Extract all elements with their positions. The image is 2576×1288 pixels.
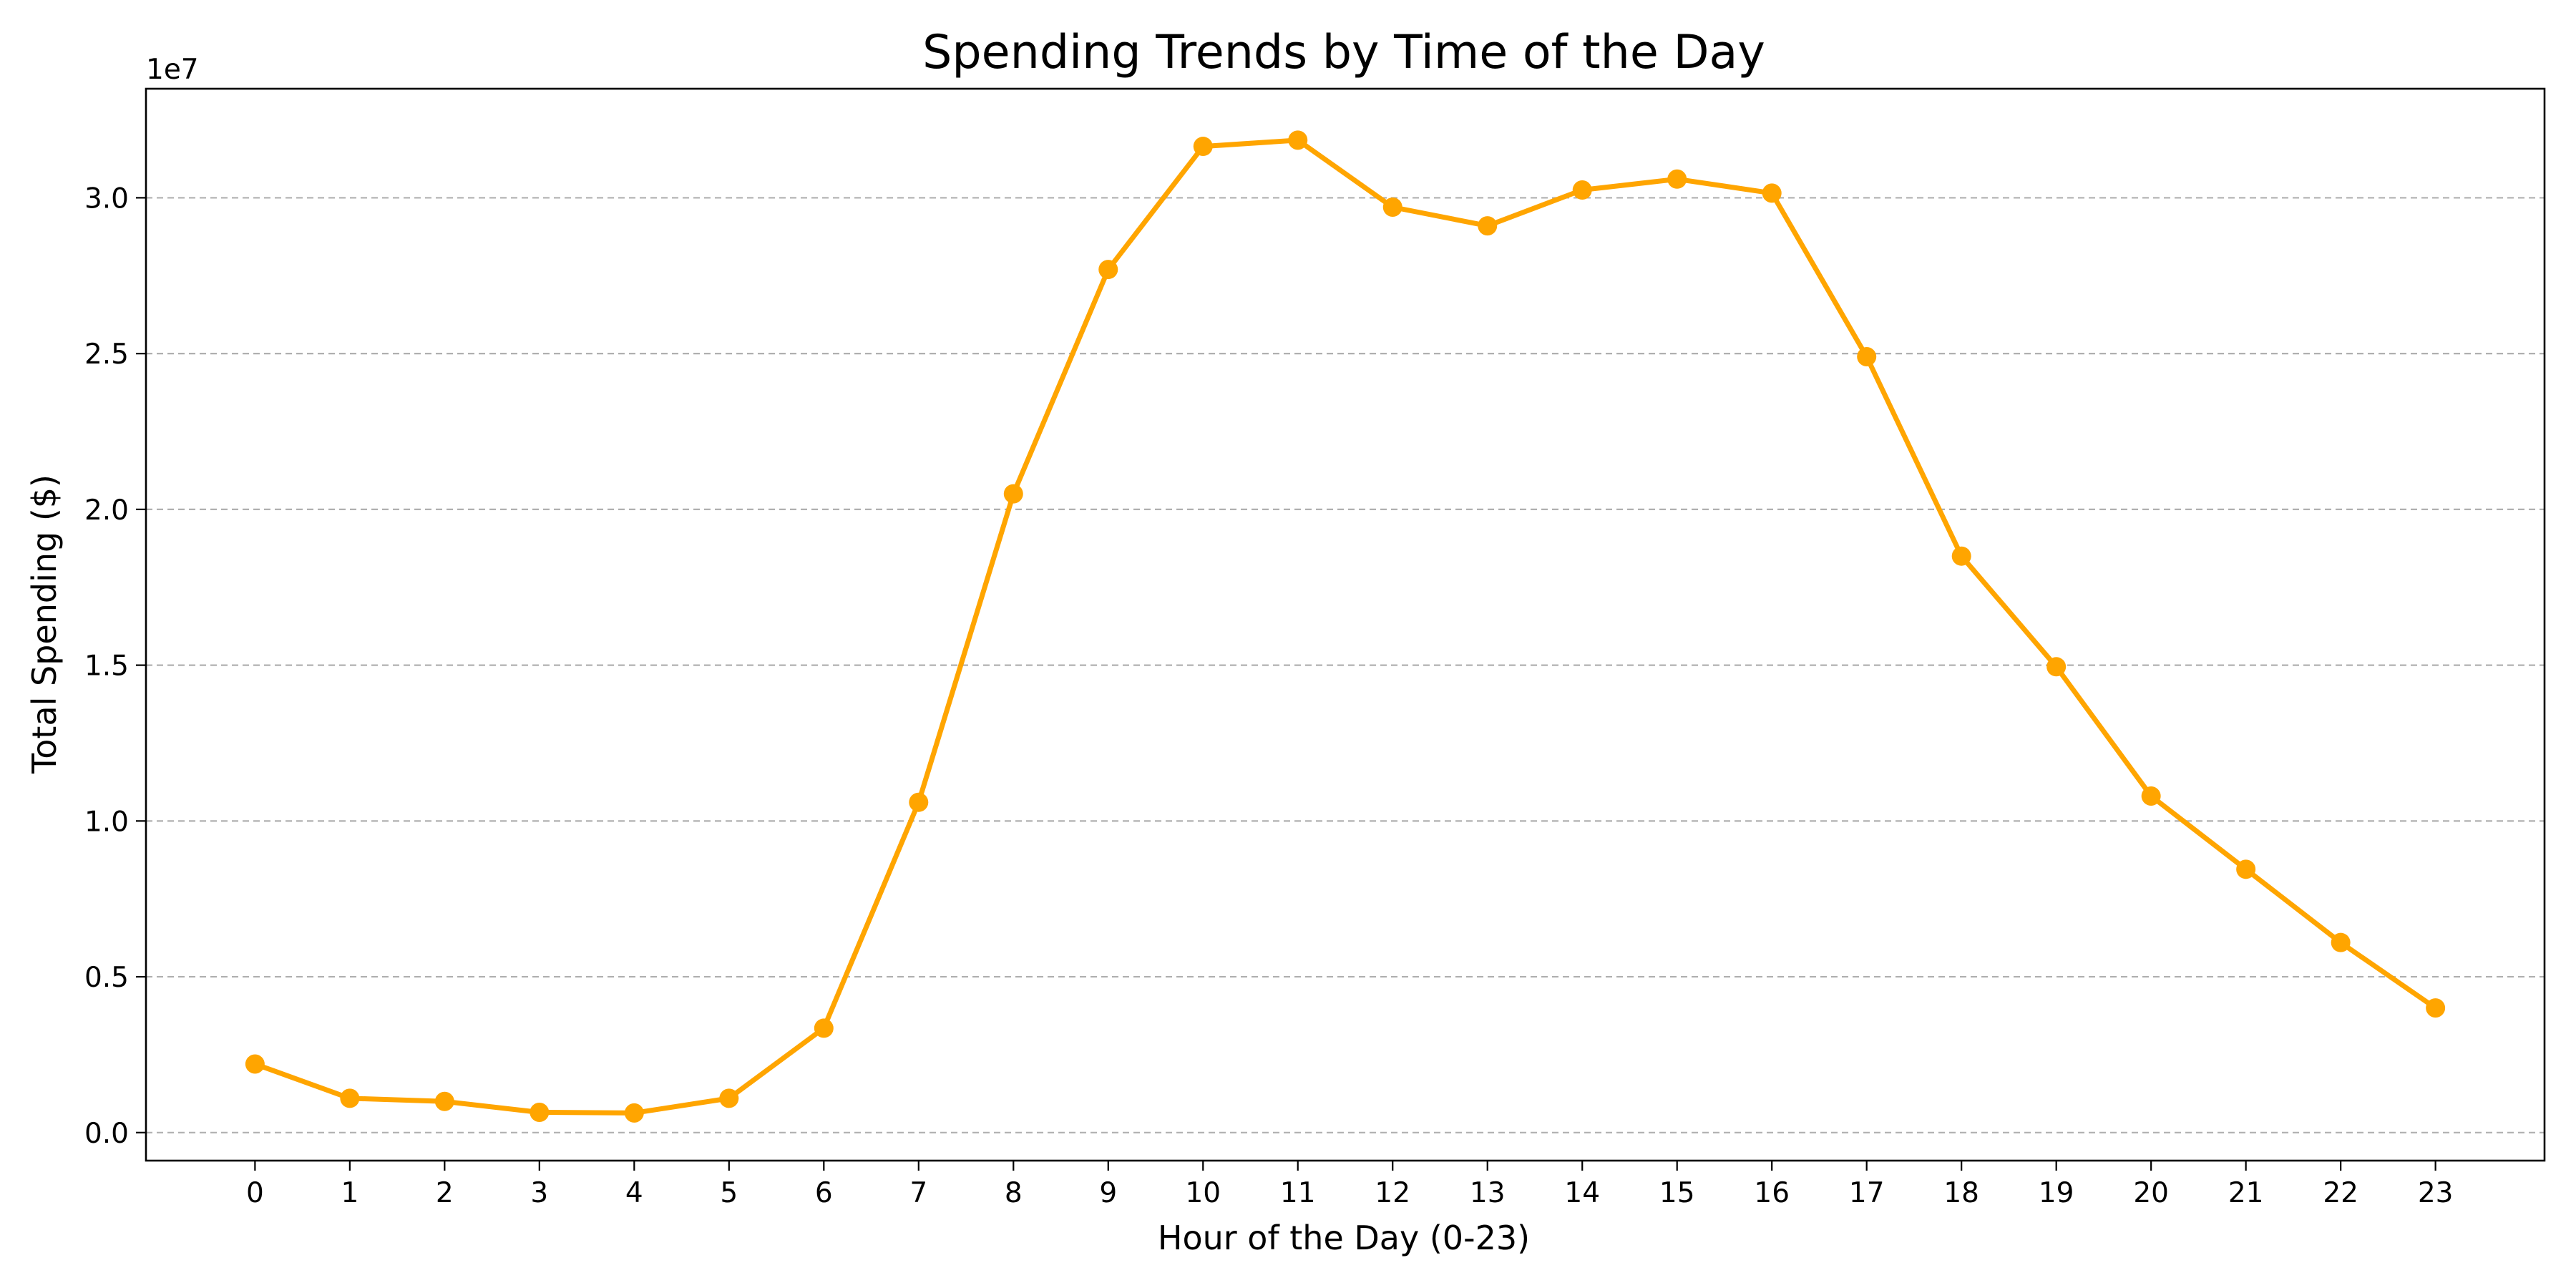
data-point: [2331, 932, 2351, 952]
data-point: [434, 1091, 454, 1111]
data-point: [909, 792, 929, 812]
y-tick-label: 2.0: [84, 494, 129, 527]
data-point: [340, 1088, 360, 1108]
data-point: [2236, 859, 2256, 879]
data-point: [1951, 546, 1971, 566]
x-tick-label: 2: [436, 1177, 454, 1209]
x-tick-label: 14: [1564, 1177, 1600, 1209]
data-point: [2141, 786, 2161, 806]
x-tick-label: 15: [1659, 1177, 1695, 1209]
data-point: [1667, 169, 1687, 189]
y-tick-label: 3.0: [84, 182, 129, 215]
x-tick-label: 23: [2418, 1177, 2454, 1209]
x-axis-label: Hour of the Day (0-23): [1158, 1219, 1530, 1257]
x-tick-label: 12: [1375, 1177, 1410, 1209]
x-tick-label: 3: [530, 1177, 548, 1209]
x-tick-label: 0: [246, 1177, 264, 1209]
y-axis-offset-label: 1e7: [146, 54, 199, 86]
chart-title: Spending Trends by Time of the Day: [922, 26, 1765, 79]
data-point: [1478, 216, 1498, 236]
x-tick-label: 20: [2133, 1177, 2169, 1209]
plot-frame: [145, 87, 2546, 1162]
x-tick-label: 13: [1470, 1177, 1506, 1209]
y-tick-label: 2.5: [84, 338, 129, 371]
data-point: [1003, 484, 1023, 504]
data-point: [814, 1018, 834, 1038]
x-tick-label: 6: [815, 1177, 833, 1209]
x-tick-label: 18: [1943, 1177, 1979, 1209]
x-tick-label: 1: [341, 1177, 358, 1209]
data-point: [1382, 197, 1402, 217]
data-point: [1857, 347, 1877, 366]
y-tick-label: 0.5: [84, 962, 129, 994]
data-point: [2046, 657, 2067, 677]
data-point: [245, 1054, 265, 1074]
x-tick-label: 4: [625, 1177, 643, 1209]
x-tick-label: 22: [2323, 1177, 2358, 1209]
series: [245, 130, 2446, 1123]
y-axis: 0.0 0.5 1.0 1.5 2.0 2.5 3.0: [84, 182, 146, 1150]
x-tick-label: 9: [1099, 1177, 1117, 1209]
x-tick-label: 16: [1754, 1177, 1790, 1209]
data-point: [719, 1088, 739, 1108]
y-axis-label: Total Spending ($): [25, 474, 64, 774]
x-tick-label: 7: [909, 1177, 927, 1209]
data-point: [530, 1103, 550, 1123]
y-tick-label: 1.5: [84, 650, 129, 683]
x-tick-label: 8: [1005, 1177, 1023, 1209]
x-tick-label: 19: [2039, 1177, 2074, 1209]
data-point: [1193, 137, 1213, 157]
grid: [146, 197, 2545, 1133]
x-tick-label: 5: [720, 1177, 738, 1209]
data-point: [624, 1103, 644, 1123]
x-tick-label: 11: [1280, 1177, 1316, 1209]
x-axis: 0 1 2 3 4 5 6 7 8 9 10 11 12 13 14 15 16 17 18 19 20 21 22 23: [246, 1161, 2454, 1209]
x-tick-label: 17: [1849, 1177, 1885, 1209]
data-point: [1762, 183, 1782, 203]
series-line: [252, 137, 2439, 1116]
y-tick-label: 1.0: [84, 806, 129, 838]
y-tick-label: 0.0: [84, 1118, 129, 1150]
x-tick-label: 21: [2228, 1177, 2264, 1209]
x-tick-label: 10: [1185, 1177, 1221, 1209]
data-point: [1572, 180, 1592, 200]
data-point: [2426, 998, 2446, 1018]
data-point: [1098, 260, 1118, 280]
data-point: [1288, 130, 1308, 150]
